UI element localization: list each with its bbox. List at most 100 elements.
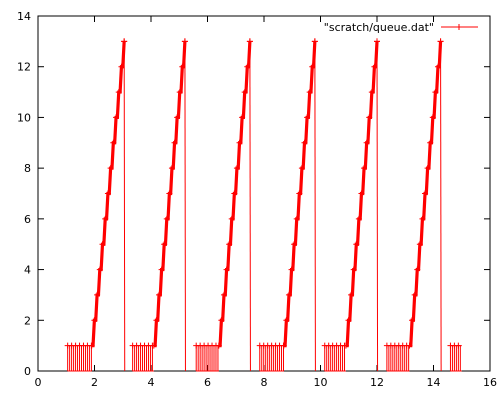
x-tick-label: 10	[314, 376, 328, 389]
data-point-marker	[366, 114, 373, 121]
data-point-marker	[174, 114, 181, 121]
data-point-marker	[118, 63, 125, 70]
y-tick-label: 12	[17, 61, 31, 74]
data-point-marker	[94, 291, 101, 298]
data-point-marker	[368, 89, 375, 96]
data-point-marker	[110, 139, 117, 146]
data-point-marker	[353, 241, 360, 248]
data-point-marker	[348, 291, 355, 298]
series-cycle	[129, 38, 188, 372]
data-point-marker	[113, 114, 120, 121]
data-point-marker	[91, 317, 98, 324]
x-tick-label: 4	[148, 376, 155, 389]
y-tick-label: 2	[24, 314, 31, 327]
data-point-marker	[231, 190, 238, 197]
data-point-marker	[156, 291, 163, 298]
data-point-marker	[215, 342, 222, 349]
data-point-marker	[104, 190, 111, 197]
drop-line	[123, 41, 126, 372]
data-point-marker	[150, 342, 157, 349]
data-point-marker	[107, 165, 114, 172]
x-tick-label: 16	[483, 376, 497, 389]
data-point-marker	[296, 190, 303, 197]
drop-line	[184, 41, 186, 372]
noise-segment	[132, 345, 154, 372]
y-tick-label: 4	[24, 264, 31, 277]
data-point-marker	[361, 165, 368, 172]
data-point-marker	[355, 215, 362, 222]
x-tick-label: 6	[204, 376, 211, 389]
x-tick-label: 2	[91, 376, 98, 389]
noise-segment	[259, 345, 284, 372]
data-point-marker	[345, 317, 352, 324]
data-point-marker	[419, 215, 426, 222]
data-point-marker	[233, 165, 240, 172]
data-point-marker	[285, 291, 292, 298]
data-series	[64, 38, 462, 372]
data-point-marker	[88, 342, 95, 349]
data-point-marker	[239, 114, 246, 121]
data-point-marker	[432, 89, 439, 96]
data-point-marker	[244, 63, 251, 70]
noise-segment	[449, 345, 462, 372]
series-cycle	[447, 342, 462, 372]
series-cycle	[193, 38, 253, 372]
data-point-marker	[99, 241, 106, 248]
data-point-marker	[102, 215, 109, 222]
series-cycle	[256, 38, 318, 372]
data-point-marker	[280, 342, 287, 349]
legend-marker	[456, 24, 462, 30]
data-point-marker	[163, 215, 170, 222]
data-point-marker	[283, 317, 290, 324]
peak-marker	[121, 38, 128, 45]
data-point-marker	[301, 139, 308, 146]
data-point-marker	[171, 139, 178, 146]
data-point-marker	[406, 342, 413, 349]
x-tick-label: 8	[261, 376, 268, 389]
y-tick-label: 6	[24, 213, 31, 226]
data-point-marker	[429, 114, 436, 121]
x-tick-label: 14	[427, 376, 441, 389]
data-point-marker	[414, 266, 421, 273]
data-point-marker	[350, 266, 357, 273]
peak-marker	[311, 38, 318, 45]
data-point-marker	[309, 63, 316, 70]
data-point-marker	[306, 89, 313, 96]
drop-line	[440, 41, 442, 372]
data-point-marker	[416, 241, 423, 248]
data-point-marker	[363, 139, 370, 146]
peak-marker	[246, 38, 253, 45]
y-tick-label: 8	[24, 162, 31, 175]
x-tick-label: 12	[370, 376, 384, 389]
data-point-marker	[298, 165, 305, 172]
peak-marker	[437, 38, 444, 45]
drop-line	[314, 41, 316, 372]
series-cycle	[64, 38, 128, 372]
data-point-marker	[358, 190, 365, 197]
noise-segment	[386, 345, 410, 372]
noise-segment	[195, 345, 219, 372]
data-point-marker	[176, 89, 183, 96]
data-point-marker	[96, 266, 103, 273]
x-tick-label: 0	[35, 376, 42, 389]
data-point-marker	[158, 266, 165, 273]
data-point-marker	[304, 114, 311, 121]
data-point-marker	[409, 317, 416, 324]
legend-plus-marker	[456, 24, 462, 30]
series-cycle	[383, 38, 444, 372]
noise-segment	[324, 345, 346, 372]
data-point-marker	[424, 165, 431, 172]
peak-marker	[374, 38, 380, 45]
data-point-marker	[166, 190, 173, 197]
data-point-marker	[427, 139, 434, 146]
data-point-marker	[153, 317, 160, 324]
data-point-marker	[342, 342, 349, 349]
legend-label: "scratch/queue.dat"	[324, 21, 434, 34]
axis-ticks: 0 2 4 6 8 10 12 14 16 0 2 4 6 8 10 12 14	[17, 10, 497, 389]
data-point-marker	[371, 63, 378, 70]
data-point-marker	[434, 63, 441, 70]
data-point-marker	[179, 63, 186, 70]
data-point-marker	[411, 291, 418, 298]
noise-segment	[67, 345, 92, 372]
data-point-marker	[218, 317, 225, 324]
